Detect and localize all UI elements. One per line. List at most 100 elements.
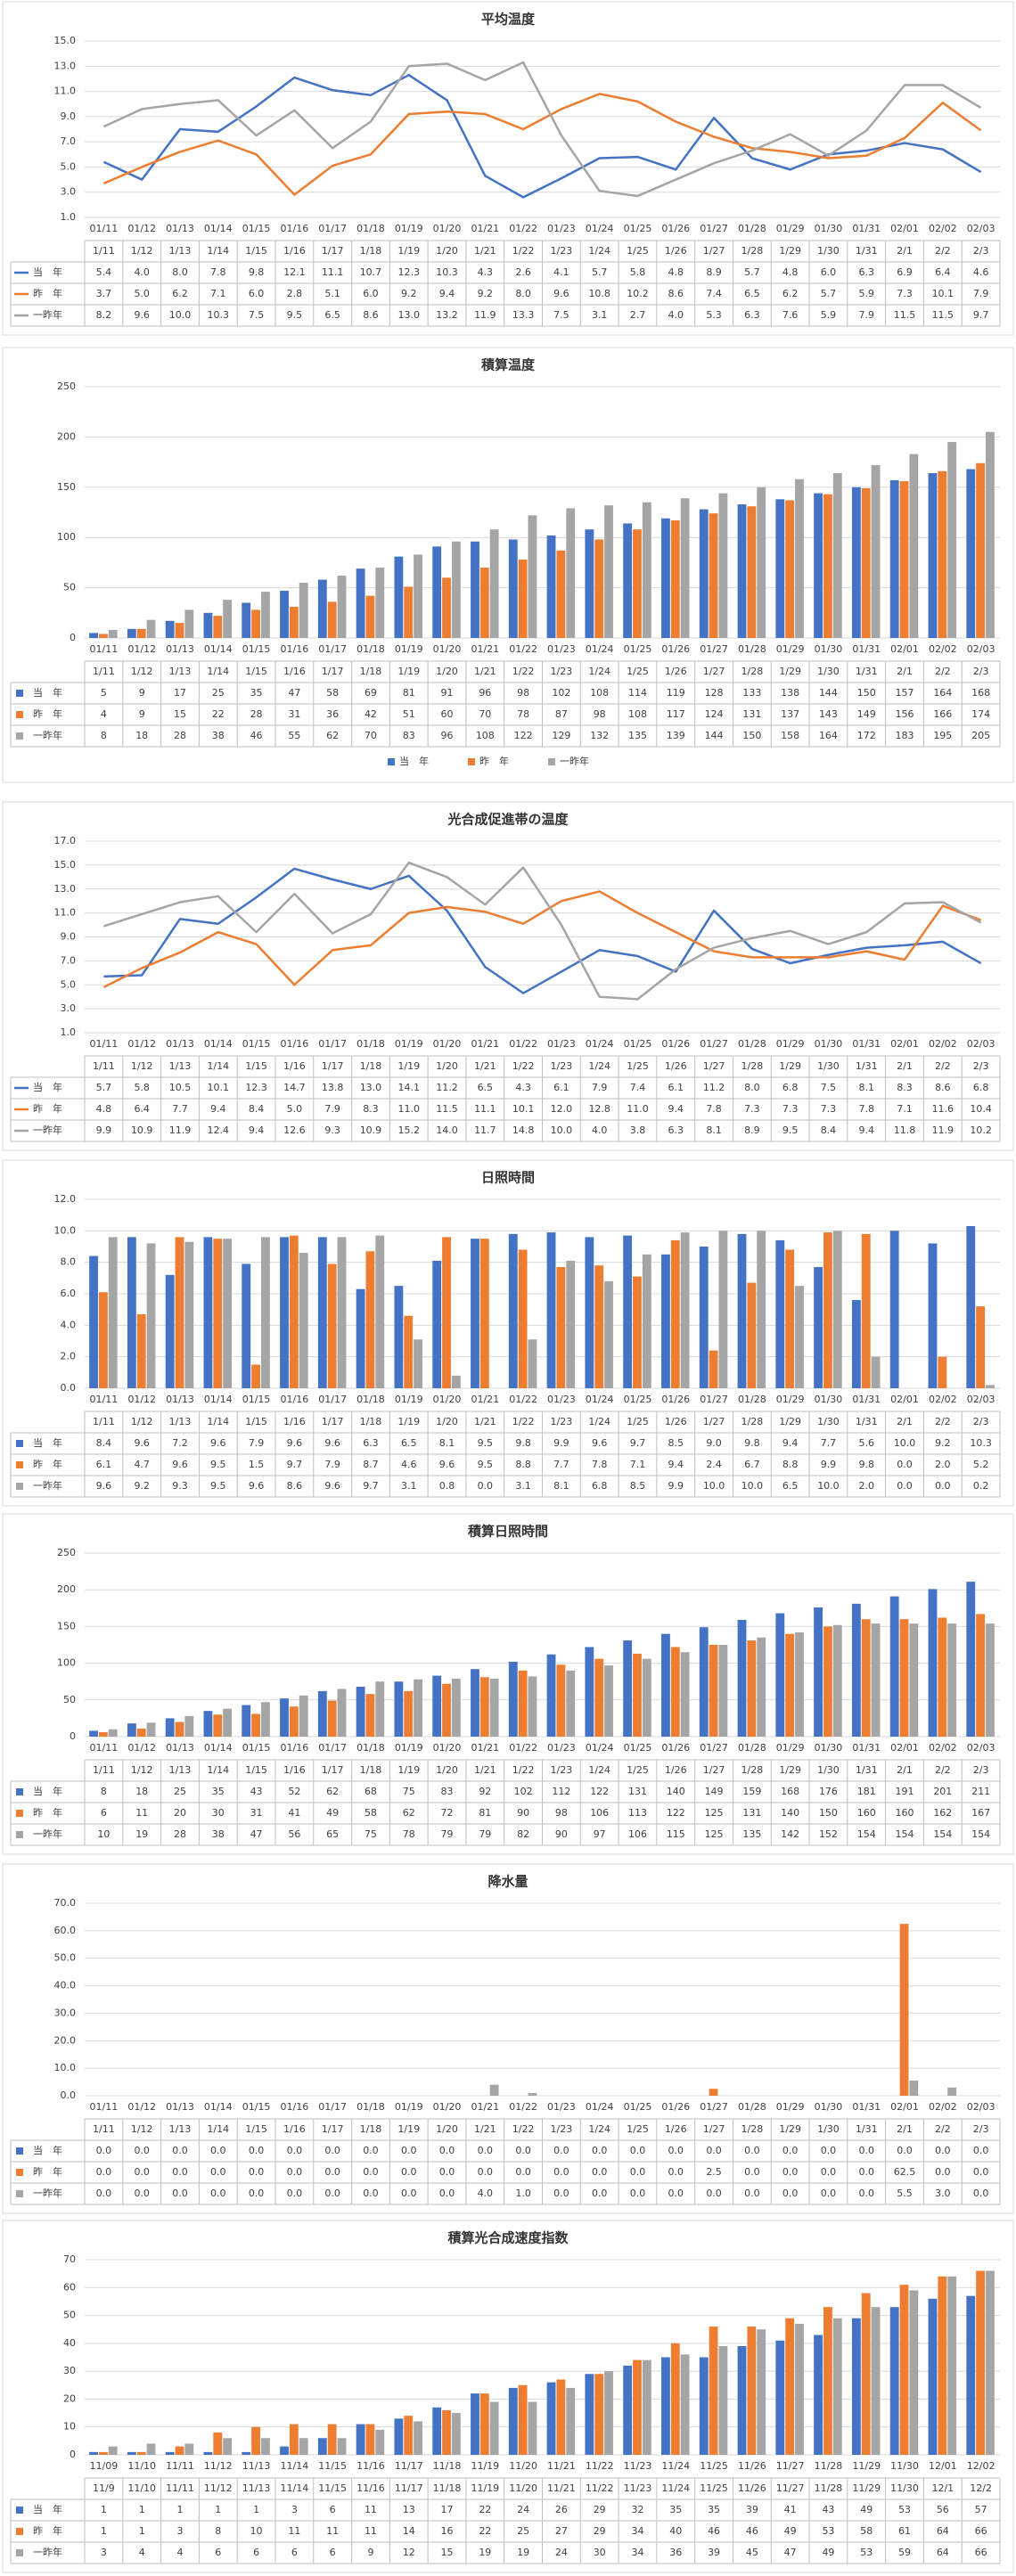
bar: [98, 634, 108, 638]
bar: [146, 619, 156, 638]
table-header: 1/22: [512, 1764, 535, 1776]
x-tick-label: 01/12: [127, 1394, 156, 1405]
table-value: 0.0: [630, 2145, 646, 2156]
table-value: 9.5: [478, 1459, 494, 1470]
table-value: 38: [212, 1828, 225, 1840]
table-header: 1/15: [245, 1060, 267, 1072]
x-tick-label: 02/03: [967, 1742, 996, 1754]
x-tick-label: 01/18: [356, 1742, 385, 1754]
table-header: 1/21: [474, 1764, 496, 1776]
bar: [165, 1718, 175, 1737]
table-value: 125: [705, 1828, 724, 1840]
table-value: 10.0: [817, 1480, 840, 1492]
table-header: 1/15: [245, 245, 267, 257]
table-header: 1/30: [817, 666, 840, 677]
table-value: 8.5: [668, 1437, 684, 1449]
bar: [680, 498, 690, 638]
x-tick-label: 01/28: [738, 643, 766, 655]
bar: [699, 509, 709, 638]
chart-title: 平均温度: [481, 12, 536, 28]
table-value: 79: [441, 1828, 454, 1840]
table-header: 1/19: [397, 1060, 420, 1072]
bar: [108, 1729, 118, 1737]
bar: [356, 2424, 365, 2455]
table-value: 5.6: [858, 1437, 874, 1449]
table-value: 15: [174, 708, 186, 720]
table-value: 32: [631, 2504, 643, 2515]
bar: [280, 2446, 289, 2455]
table-header: 11/25: [700, 2482, 728, 2494]
x-tick-label: 01/21: [471, 1742, 499, 1754]
bar: [136, 628, 146, 638]
bar: [757, 1231, 766, 1388]
table-value: 11.8: [894, 1124, 916, 1136]
table-value: 6.1: [96, 1459, 112, 1470]
bar: [404, 2416, 414, 2455]
bar: [709, 2089, 718, 2096]
y-tick-label: 70.0: [54, 1897, 77, 1909]
table-value: 0.0: [515, 2145, 531, 2156]
table-value: 62.5: [894, 2166, 916, 2178]
table-header: 2/3: [973, 1060, 989, 1072]
table-header: 11/30: [890, 2482, 919, 2494]
table-value: 7.4: [630, 1082, 646, 1093]
table-value: 90: [517, 1807, 529, 1819]
table-value: 138: [781, 687, 799, 699]
y-tick-label: 150: [57, 1620, 76, 1631]
table-header: 2/2: [935, 245, 951, 257]
table-value: 152: [819, 1828, 838, 1840]
bar: [432, 2407, 442, 2455]
bar: [785, 2318, 795, 2455]
table-value: 4.3: [515, 1082, 531, 1093]
bar: [661, 2357, 670, 2455]
bar: [289, 2424, 299, 2455]
bar: [928, 473, 938, 638]
table-value: 3.8: [630, 1124, 646, 1136]
table-value: 1: [139, 2504, 145, 2515]
x-tick-label: 01/15: [242, 1742, 271, 1754]
table-value: 6.1: [553, 1082, 569, 1093]
table-value: 7.8: [592, 1459, 608, 1470]
x-tick-label: 01/30: [815, 1038, 843, 1050]
bar: [899, 1924, 909, 2096]
y-tick-label: 9.0: [61, 110, 77, 122]
x-tick-label: 01/23: [547, 1394, 576, 1405]
table-value: 6.0: [249, 288, 265, 299]
table-value: 56: [288, 1828, 300, 1840]
table-header: 1/13: [169, 666, 192, 677]
bar: [127, 628, 136, 638]
bar: [775, 2340, 785, 2455]
bar: [356, 1288, 365, 1388]
x-tick-label: 01/19: [395, 223, 423, 234]
table-value: 13: [403, 2504, 415, 2515]
table-value: 8.8: [515, 1459, 531, 1470]
table-value: 0.0: [782, 2145, 799, 2156]
table-value: 0.0: [363, 2188, 379, 2199]
table-value: 2.5: [706, 2166, 722, 2178]
bar: [986, 1385, 995, 1388]
table-value: 30: [594, 2547, 606, 2558]
table-value: 41: [784, 2504, 797, 2515]
x-tick-label: 11/24: [661, 2460, 690, 2472]
legend-marker: [468, 758, 475, 765]
table-header: 2/2: [935, 2123, 951, 2135]
bar: [394, 1286, 404, 1388]
row-label: 一昨年: [33, 1828, 62, 1840]
table-value: 9.4: [858, 1124, 874, 1136]
table-value: 0.0: [935, 2145, 951, 2156]
bar: [213, 1239, 223, 1388]
table-value: 6: [291, 2547, 298, 2558]
table-value: 9.2: [134, 1480, 150, 1492]
bar: [356, 568, 365, 638]
table-value: 8.1: [553, 1480, 569, 1492]
bar: [642, 502, 651, 638]
table-value: 0.8: [439, 1480, 455, 1492]
y-tick-label: 3.0: [61, 186, 77, 198]
table-value: 0.0: [401, 2188, 417, 2199]
table-value: 0.0: [172, 2145, 188, 2156]
table-header: 1/19: [397, 245, 420, 257]
table-value: 4: [139, 2547, 145, 2558]
table-value: 1: [101, 2525, 107, 2537]
table-value: 9.6: [134, 1437, 150, 1449]
row-label: 昨 年: [33, 707, 62, 720]
